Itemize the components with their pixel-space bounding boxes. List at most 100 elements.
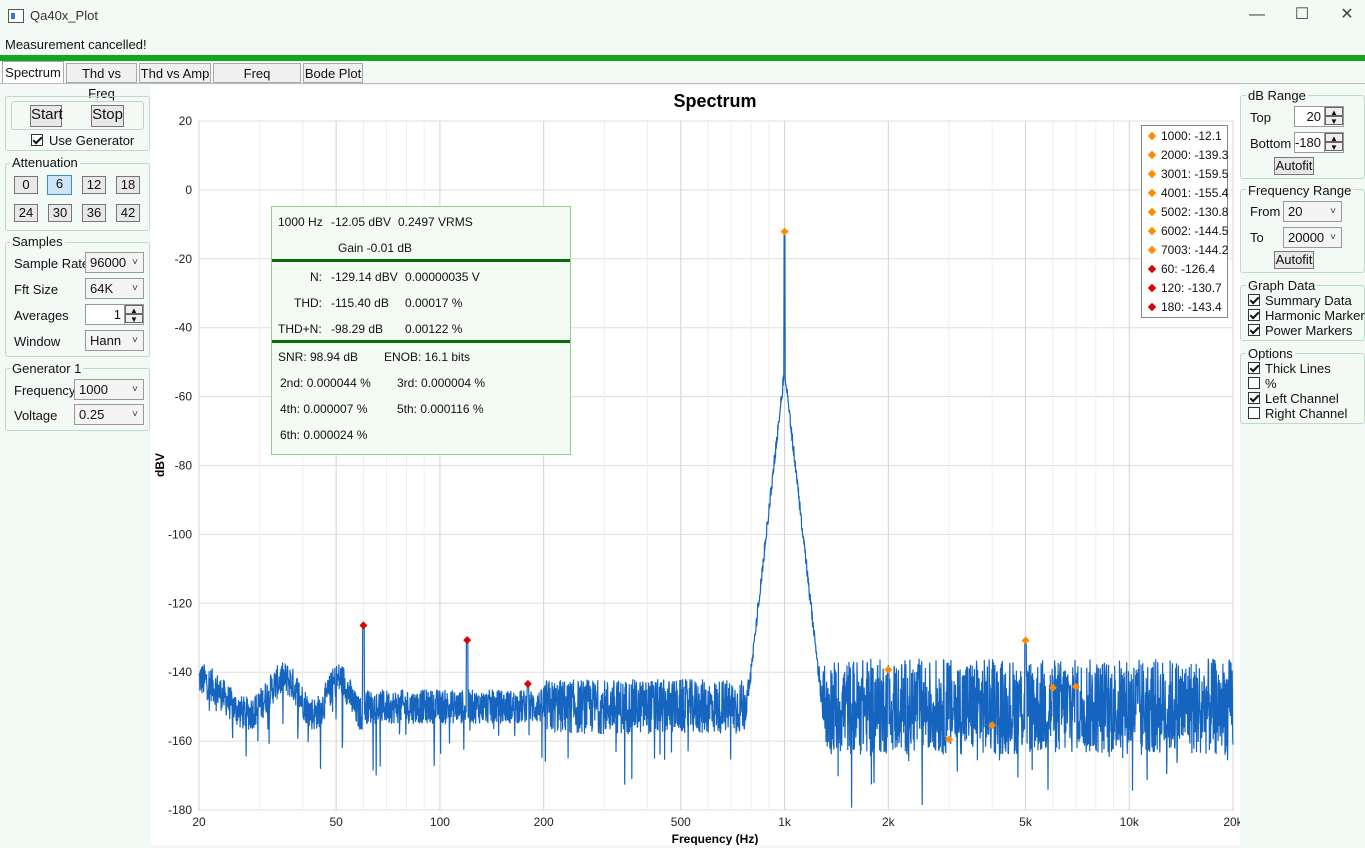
tab-divider — [0, 83, 1365, 84]
summary-box: 1000 Hz -12.05 dBV 0.2497 VRMS Gain -0.0… — [271, 206, 571, 455]
y-tick-label: -180 — [168, 803, 192, 817]
power-markers-checkbox[interactable] — [1248, 324, 1260, 336]
right-channel-checkbox[interactable] — [1248, 407, 1260, 419]
atten-button-12[interactable]: 12 — [82, 176, 106, 194]
run-buttons-box — [11, 101, 144, 130]
tab-freq-response[interactable]: Freq Response — [213, 63, 301, 101]
x-tick-label: 500 — [671, 815, 691, 829]
power-marker — [463, 636, 472, 645]
gen-voltage-value: 0.25 — [79, 407, 105, 422]
averages-spinner[interactable]: 1 ▲ ▼ — [85, 304, 144, 325]
spinner-arrows[interactable]: ▲ ▼ — [1324, 133, 1343, 152]
window-label: Window — [14, 334, 61, 349]
x-tick-label: 1k — [778, 815, 792, 829]
atten-button-0[interactable]: 0 — [14, 176, 38, 194]
fft-size-select[interactable]: 64K ˅ — [85, 278, 144, 299]
right-channel-label: Right Channel — [1265, 406, 1348, 421]
arrow-down-icon[interactable]: ▼ — [125, 314, 143, 324]
maximize-button[interactable]: ☐ — [1294, 6, 1310, 23]
averages-value: 1 — [113, 307, 121, 322]
window-title: Qa40x_Plot — [30, 8, 98, 23]
summary-freq: 1000 Hz — [278, 215, 323, 229]
atten-button-30[interactable]: 30 — [48, 204, 72, 222]
db-autofit-button[interactable]: Autofit — [1274, 157, 1314, 175]
x-axis-label: Frequency (Hz) — [672, 832, 759, 845]
y-tick-label: 0 — [185, 183, 192, 197]
diamond-icon — [1147, 169, 1157, 179]
summary-h5: 5th: 0.000116 % — [397, 402, 484, 416]
summary-thdn-db: -98.29 dB — [331, 322, 384, 336]
spectrum-plot[interactable]: 20 0 -20 -40 -60 -80 -100 -120 -140 -160 -180 20 50… — [150, 85, 1244, 846]
start-button[interactable]: Start — [30, 105, 63, 127]
legend-label: 4001: -155.4 — [1161, 186, 1229, 200]
summary-gain: Gain -0.01 dB — [338, 241, 413, 255]
left-channel-label: Left Channel — [1265, 391, 1339, 406]
window-value: Hann — [90, 333, 122, 348]
arrow-up-icon[interactable]: ▲ — [1325, 107, 1343, 117]
gen-voltage-select[interactable]: 0.25 ˅ — [74, 404, 144, 425]
progress-bar — [0, 55, 1365, 61]
averages-label: Averages — [14, 308, 69, 323]
summary-thd-db: -115.40 dB — [331, 296, 389, 310]
summary-level: -12.05 dBV — [331, 215, 392, 229]
harmonic-marker — [780, 227, 789, 236]
gen-frequency-select[interactable]: 1000 ˅ — [74, 379, 144, 400]
atten-button-6[interactable]: 6 — [47, 175, 72, 195]
close-button[interactable]: ✕ — [1340, 6, 1354, 23]
legend-entry: 2000: -139.3 — [1147, 148, 1228, 162]
chevron-down-icon: ˅ — [132, 384, 138, 395]
atten-button-24[interactable]: 24 — [14, 204, 38, 222]
minimize-button[interactable]: — — [1249, 6, 1265, 23]
summary-n-label: N: — [310, 270, 322, 284]
y-tick-labels: 20 0 -20 -40 -60 -80 -100 -120 -140 -160 -180 — [168, 114, 192, 817]
legend-label: 5002: -130.8 — [1161, 205, 1229, 219]
chevron-down-icon: ˅ — [1330, 206, 1336, 217]
thick-lines-checkbox[interactable] — [1248, 362, 1260, 374]
freq-to-select[interactable]: 20000 ˅ — [1283, 227, 1342, 248]
legend-entry: 3001: -159.5 — [1147, 167, 1229, 181]
tab-thd-vs-amp[interactable]: Thd vs Amp — [139, 63, 211, 83]
stop-button[interactable]: Stop — [91, 105, 124, 127]
db-bottom-spinner[interactable]: -180 ▲ ▼ — [1294, 132, 1344, 153]
title-bar: Qa40x_Plot — ☐ ✕ — [0, 0, 1365, 30]
x-tick-labels: 20 50 100 200 500 1k 2k 5k 10k 20k — [192, 815, 1243, 829]
power-marker — [359, 621, 368, 630]
sample-rate-select[interactable]: 96000 ˅ — [85, 252, 144, 273]
atten-button-18[interactable]: 18 — [116, 176, 140, 194]
x-tick-label: 2k — [882, 815, 896, 829]
harmonic-marker — [1021, 636, 1030, 645]
power-marker — [523, 679, 532, 688]
left-channel-checkbox[interactable] — [1248, 392, 1260, 404]
db-range-label: dB Range — [1246, 88, 1308, 103]
percent-checkbox[interactable] — [1248, 377, 1260, 389]
harmonic-markers-checkbox[interactable] — [1248, 309, 1260, 321]
use-generator-checkbox[interactable] — [31, 134, 43, 146]
arrow-down-icon[interactable]: ▼ — [1325, 116, 1343, 126]
freq-autofit-button[interactable]: Autofit — [1274, 251, 1314, 269]
legend-label: 3001: -159.5 — [1161, 167, 1229, 181]
summary-data-checkbox[interactable] — [1248, 294, 1260, 306]
arrow-up-icon[interactable]: ▲ — [125, 305, 143, 315]
chevron-down-icon: ˅ — [132, 409, 138, 420]
graph-data-label: Graph Data — [1246, 278, 1318, 293]
db-top-spinner[interactable]: 20 ▲ ▼ — [1294, 106, 1344, 127]
x-tick-label: 5k — [1019, 815, 1033, 829]
arrow-up-icon[interactable]: ▲ — [1325, 133, 1343, 143]
arrow-down-icon[interactable]: ▼ — [1325, 142, 1343, 152]
db-top-label: Top — [1250, 110, 1271, 125]
tab-spectrum[interactable]: Spectrum — [2, 61, 64, 83]
sample-rate-value: 96000 — [90, 255, 127, 270]
harmonic-marker — [988, 721, 997, 730]
spinner-arrows[interactable]: ▲ ▼ — [124, 305, 143, 324]
atten-button-42[interactable]: 42 — [116, 204, 140, 222]
x-tick-label: 50 — [329, 815, 343, 829]
atten-button-36[interactable]: 36 — [82, 204, 106, 222]
spinner-arrows[interactable]: ▲ ▼ — [1324, 107, 1343, 126]
window-select[interactable]: Hann ˅ — [85, 330, 144, 351]
chevron-down-icon: ˅ — [132, 257, 138, 268]
generator-label: Generator 1 — [10, 361, 84, 376]
tab-thd-vs-freq[interactable]: Thd vs Freq — [66, 63, 137, 101]
spectrum-chart: 200-20-40-60-80-100-120-140-160-180 20 50… — [153, 91, 1244, 846]
tab-bode-plot[interactable]: Bode Plot — [303, 63, 363, 83]
freq-from-select[interactable]: 20 ˅ — [1283, 201, 1342, 222]
